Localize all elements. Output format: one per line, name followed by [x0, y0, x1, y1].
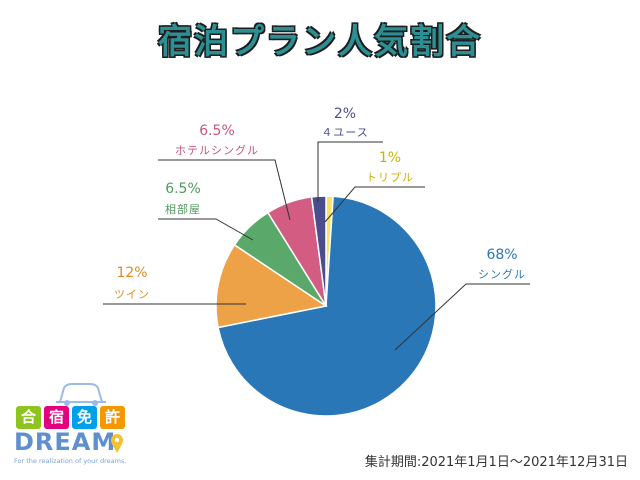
leader-line-2 [394, 283, 530, 351]
pie-slice-6 [310, 195, 327, 307]
slice-name-label: ツイン [114, 288, 150, 301]
slice-percent-label: 2% [334, 106, 356, 122]
logo-char-1: 合 [16, 406, 41, 429]
leader-line-1 [324, 186, 425, 223]
logo-char-2: 宿 [44, 406, 69, 429]
slice-percent-label: 12% [116, 265, 147, 281]
leader-line-5 [158, 159, 291, 221]
dream-logo: 合 宿 免 許 DREAM For the realization of you… [12, 378, 142, 470]
leader-line-4 [158, 218, 254, 241]
slice-percent-label: 68% [486, 247, 517, 263]
logo-tagline: For the realization of your dreams. [14, 457, 127, 465]
logo-char-4: 許 [100, 406, 125, 429]
slice-percent-label: 1% [379, 150, 401, 166]
slice-percent-label: 6.5% [199, 123, 235, 139]
period-caption: 集計期間:2021年1月1日〜2021年12月31日 [364, 455, 628, 470]
slice-name-label: ホテルシングル [175, 143, 259, 157]
chart-title: 宿泊プラン人気割合 [158, 22, 482, 62]
slice-name-label: シングル [478, 267, 526, 281]
car-icon [56, 383, 106, 406]
slice-name-label: ４ユース [321, 126, 368, 139]
slice-percent-label: 6.5% [165, 181, 201, 197]
slice-name-label: トリプル [366, 171, 414, 184]
slice-name-label: 相部屋 [165, 202, 201, 216]
pin-icon [111, 434, 123, 453]
logo-char-3: 免 [72, 406, 97, 429]
leader-line-6 [317, 141, 383, 202]
pie-slice-3 [215, 243, 328, 329]
logo-wordmark: DREAM [14, 428, 117, 456]
